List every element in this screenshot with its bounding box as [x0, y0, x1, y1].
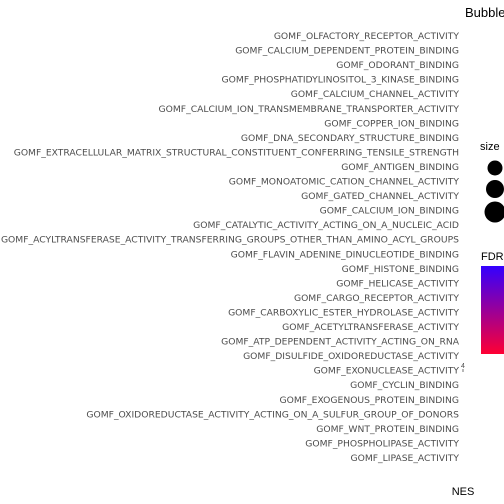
- y-axis-term-label: GOMF_CALCIUM_DEPENDENT_PROTEIN_BINDING: [235, 46, 459, 57]
- y-axis-term-label: GOMF_GATED_CHANNEL_ACTIVITY: [301, 191, 459, 202]
- y-axis-term-label: GOMF_CALCIUM_ION_BINDING: [320, 206, 459, 217]
- y-axis-term-labels: GOMF_OLFACTORY_RECEPTOR_ACTIVITY GOMF_CAL…: [1, 31, 460, 464]
- y-axis-term-label: GOMF_EXOGENOUS_PROTEIN_BINDING: [280, 395, 460, 406]
- y-axis-term-label: GOMF_LIPASE_ACTIVITY: [350, 453, 459, 464]
- y-axis-term-label: GOMF_EXONUCLEASE_ACTIVITY: [314, 366, 460, 377]
- fdr-legend-title: FDR: [481, 251, 504, 263]
- y-axis-term-label: GOMF_CYCLIN_BINDING: [350, 380, 459, 391]
- y-axis-term-label: GOMF_HISTONE_BINDING: [342, 264, 459, 275]
- y-axis-term-label: GOMF_CARGO_RECEPTOR_ACTIVITY: [294, 293, 459, 304]
- y-axis-term-label: GOMF_ODORANT_BINDING: [336, 60, 459, 71]
- y-axis-term-label: GOMF_CALCIUM_ION_TRANSMEMBRANE_TRANSPORT…: [159, 104, 460, 115]
- size-legend: size: [480, 141, 504, 223]
- size-legend-symbol-small: [488, 161, 503, 176]
- y-axis-term-label: GOMF_PHOSPHATIDYLINOSITOL_3_KINASE_BINDI…: [222, 75, 459, 86]
- x-axis-title: NES: [452, 486, 475, 498]
- y-axis-term-label: GOMF_WNT_PROTEIN_BINDING: [316, 424, 459, 435]
- size-legend-symbol-medium: [486, 180, 504, 198]
- y-axis-term-label: GOMF_DNA_SECONDARY_STRUCTURE_BINDING: [241, 133, 459, 144]
- y-axis-term-label: GOMF_CALCIUM_CHANNEL_ACTIVITY: [291, 89, 460, 100]
- y-axis-term-label: GOMF_ATP_DEPENDENT_ACTIVITY_ACTING_ON_RN…: [221, 337, 460, 348]
- y-axis-term-label: GOMF_HELICASE_ACTIVITY: [336, 278, 459, 289]
- x-axis-tick-label: 4: [461, 363, 465, 370]
- y-axis-term-label: GOMF_CATALYTIC_ACTIVITY_ACTING_ON_A_NUCL…: [193, 220, 459, 231]
- y-axis-term-label: GOMF_DISULFIDE_OXIDOREDUCTASE_ACTIVITY: [243, 351, 459, 362]
- y-axis-term-label: GOMF_ACYLTRANSFERASE_ACTIVITY_TRANSFERRI…: [1, 235, 459, 246]
- y-axis-term-label: GOMF_OXIDOREDUCTASE_ACTIVITY_ACTING_ON_A…: [86, 409, 459, 420]
- y-axis-term-label: GOMF_ACETYLTRANSFERASE_ACTIVITY: [282, 322, 459, 333]
- y-axis-term-label: GOMF_ANTIGEN_BINDING: [341, 162, 459, 173]
- y-axis-term-label: GOMF_MONOATOMIC_CATION_CHANNEL_ACTIVITY: [229, 177, 460, 188]
- y-axis-term-label: GOMF_EXTRACELLULAR_MATRIX_STRUCTURAL_CON…: [14, 147, 459, 158]
- y-axis-term-label: GOMF_COPPER_ION_BINDING: [324, 118, 459, 129]
- size-legend-title: size: [480, 141, 500, 153]
- y-axis-term-label: GOMF_OLFACTORY_RECEPTOR_ACTIVITY: [274, 31, 460, 42]
- fdr-colorbar: [481, 266, 504, 354]
- chart-title: Bubble: [465, 5, 504, 20]
- y-axis-term-label: GOMF_CARBOXYLIC_ESTER_HYDROLASE_ACTIVITY: [228, 307, 459, 318]
- y-axis-term-label: GOMF_FLAVIN_ADENINE_DINUCLEOTIDE_BINDING: [231, 249, 459, 260]
- fdr-legend: FDR: [481, 251, 504, 354]
- size-legend-symbol-large: [485, 202, 504, 223]
- y-axis-term-label: GOMF_PHOSPHOLIPASE_ACTIVITY: [305, 438, 459, 449]
